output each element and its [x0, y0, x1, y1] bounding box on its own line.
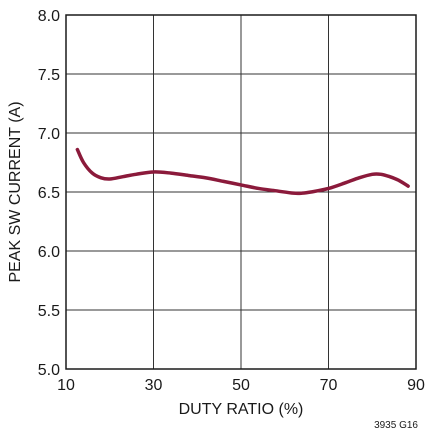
x-tick-label: 10	[57, 377, 75, 394]
series-line	[75, 147, 410, 196]
figure-id-label: 3935 G16	[374, 420, 418, 431]
plot-frame	[65, 14, 417, 370]
y-tick-label: 6.0	[38, 244, 60, 261]
y-tick-label: 7.5	[38, 67, 60, 84]
y-tick-label: 8.0	[38, 8, 60, 25]
x-axis-title: DUTY RATIO (%)	[179, 401, 304, 418]
y-tick-labels: 5.0 5.5 6.0 6.5 7.0 7.5 8.0	[38, 8, 60, 379]
y-tick-label: 6.5	[38, 185, 60, 202]
y-tick-label: 5.5	[38, 303, 60, 320]
x-tick-label: 70	[320, 377, 338, 394]
series-layer	[75, 147, 410, 196]
x-tick-label: 50	[232, 377, 250, 394]
x-tick-labels: 10 30 50 70 90	[57, 377, 425, 394]
x-tick-label: 90	[407, 377, 425, 394]
y-tick-label: 7.0	[38, 126, 60, 143]
y-axis-title: PEAK SW CURRENT (A)	[7, 101, 24, 282]
x-tick-label: 30	[145, 377, 163, 394]
y-tick-label: 5.0	[38, 362, 60, 379]
grid-lines	[66, 15, 416, 369]
